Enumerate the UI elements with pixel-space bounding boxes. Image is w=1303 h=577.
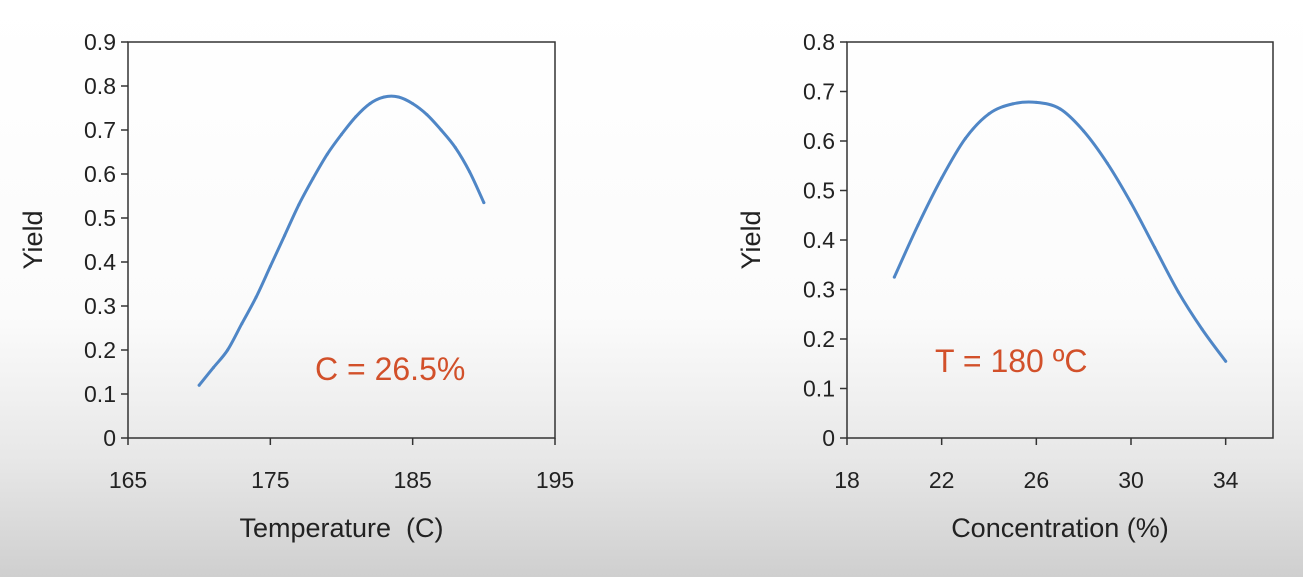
series-point — [354, 115, 358, 119]
series-point — [240, 322, 244, 326]
condition-annotation: T = 180 ºC — [935, 343, 1088, 379]
series-line — [892, 100, 1228, 363]
series-point — [268, 264, 272, 268]
y-tick-label: 0.6 — [803, 128, 835, 154]
x-tick-label: 165 — [109, 467, 147, 493]
y-tick-label: 0.2 — [84, 337, 116, 363]
series-point — [1129, 201, 1133, 205]
series-point — [226, 348, 230, 352]
series-point — [482, 201, 486, 205]
series-point — [1224, 359, 1228, 363]
series-point — [987, 112, 991, 116]
series-point — [325, 152, 329, 156]
series-point — [1153, 245, 1157, 249]
x-tick-label: 18 — [834, 467, 860, 493]
series-point — [916, 223, 920, 227]
y-tick-label: 0.1 — [84, 381, 116, 407]
y-tick-label: 0.1 — [803, 376, 835, 402]
series-point — [254, 295, 258, 299]
series-point — [211, 366, 215, 370]
series-point — [1058, 107, 1062, 111]
y-axis-title: Yield — [18, 210, 48, 269]
chart-yield-vs-concentration: 0 0.1 0.2 0.3 0.4 0.5 0.6 0.7 0.8 18 22 26 30 34 Conce… — [736, 29, 1274, 543]
x-tick-label: 34 — [1213, 467, 1239, 493]
series-point — [940, 176, 944, 180]
series-point — [197, 383, 201, 387]
series-line — [197, 94, 486, 387]
series-point — [368, 102, 372, 106]
series-point — [1200, 327, 1204, 331]
series-point — [297, 203, 301, 207]
x-axis-title: Temperature (C) — [239, 513, 443, 543]
y-tick-label: 0.6 — [84, 161, 116, 187]
y-axis-title: Yield — [736, 210, 766, 269]
series-point — [340, 132, 343, 136]
y-tick-label: 0 — [822, 425, 835, 451]
series-point — [425, 113, 429, 117]
series-point — [468, 170, 472, 174]
series-point — [963, 137, 967, 141]
y-tick-label: 0.8 — [803, 29, 835, 55]
chart-yield-vs-temperature: 0 0.1 0.2 0.3 0.4 0.5 0.6 0.7 0.8 0.9 165 175 185 195… — [18, 29, 574, 543]
y-tick-label: 0.3 — [84, 293, 116, 319]
y-tick-label: 0.5 — [84, 205, 116, 231]
condition-annotation: C = 26.5% — [315, 351, 465, 387]
series-point — [411, 102, 415, 106]
series-point — [1034, 100, 1038, 104]
y-tick-label: 0.9 — [84, 29, 116, 55]
x-tick-label: 22 — [929, 467, 955, 493]
series-point — [453, 146, 457, 150]
y-tick-label: 0.7 — [803, 79, 835, 105]
series-point — [283, 234, 287, 238]
series-point — [311, 176, 315, 180]
plot-frame — [127, 41, 556, 439]
y-tick-label: 0.7 — [84, 117, 116, 143]
y-tick-label: 0.4 — [803, 227, 835, 253]
x-tick-label: 30 — [1118, 467, 1144, 493]
y-tick-label: 0 — [103, 425, 116, 451]
series-point — [1105, 161, 1109, 165]
y-tick-label: 0.8 — [84, 73, 116, 99]
series-point — [1082, 129, 1086, 133]
y-tick-label: 0.2 — [803, 326, 835, 352]
x-tick-label: 195 — [536, 467, 574, 493]
y-tick-label: 0.3 — [803, 277, 835, 303]
series-point — [396, 95, 400, 99]
x-tick-label: 185 — [393, 467, 431, 493]
x-tick-label: 175 — [251, 467, 289, 493]
x-tick-label: 26 — [1024, 467, 1050, 493]
series-point — [439, 128, 443, 132]
series-point — [1011, 102, 1015, 106]
series-point — [382, 95, 386, 99]
x-axis-title: Concentration (%) — [951, 513, 1169, 543]
series-point — [892, 275, 896, 279]
series-point — [1176, 290, 1180, 294]
y-tick-label: 0.4 — [84, 249, 116, 275]
y-tick-label: 0.5 — [803, 178, 835, 204]
